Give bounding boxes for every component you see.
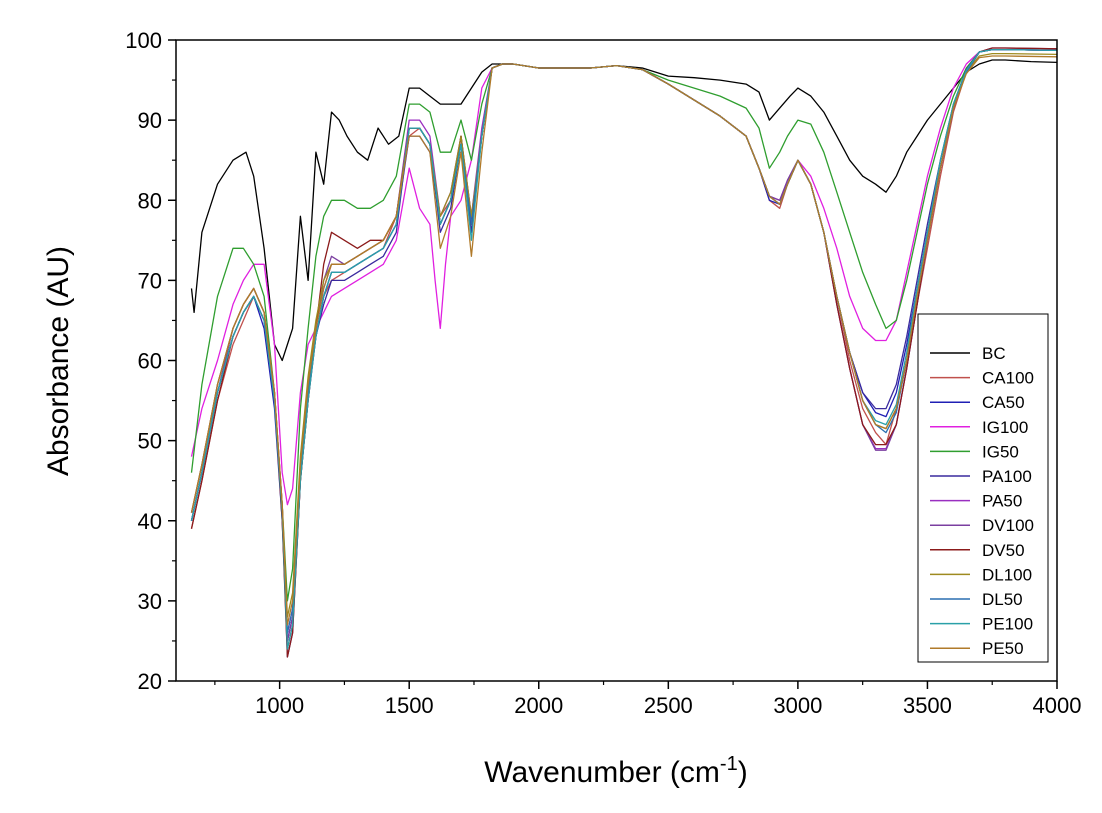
x-tick-label: 2000 [514, 693, 563, 718]
x-axis-title-close: ) [738, 756, 748, 789]
series-layer [190, 47, 1057, 658]
x-tick-label: 3500 [903, 693, 952, 718]
x-axis-title-superscript: -1 [720, 753, 738, 775]
legend-label-pa100: PA100 [982, 467, 1032, 486]
x-axis-title-main: Wavenumber (cm [484, 756, 720, 789]
x-tick-label: 1000 [255, 693, 304, 718]
x-tick-label: 4000 [1033, 693, 1082, 718]
y-tick-label: 30 [138, 589, 162, 614]
legend-label-bc: BC [982, 344, 1006, 363]
legend-label-pa50: PA50 [982, 492, 1022, 511]
y-tick-label: 20 [138, 669, 162, 694]
y-tick-label: 60 [138, 349, 162, 374]
x-axis: 1000 1500 2000 2500 3000 3500 4000 [214, 681, 1082, 718]
x-tick-label: 1500 [385, 693, 434, 718]
x-axis-title: Wavenumber (cm-1) [484, 753, 747, 789]
legend-label-ca50: CA50 [982, 393, 1025, 412]
y-tick-label: 70 [138, 268, 162, 293]
y-tick-label: 40 [138, 509, 162, 534]
x-tick-label: 2500 [644, 693, 693, 718]
series-line-pe50 [190, 55, 1057, 626]
y-axis-title: Absorbance (AU) [42, 246, 75, 476]
y-tick-label: 80 [138, 188, 162, 213]
legend-label-ca100: CA100 [982, 369, 1034, 388]
y-tick-label: 50 [138, 429, 162, 454]
legend-label-pe50: PE50 [982, 639, 1024, 658]
legend: BC CA100 CA50 IG100 IG50 PA100 PA50 DV100 DV50 DL… [917, 313, 1049, 663]
legend-label-ig50: IG50 [982, 442, 1019, 461]
legend-label-dl50: DL50 [982, 590, 1023, 609]
y-axis: 20 30 40 50 60 70 80 90 100 [125, 28, 176, 694]
legend-label-ig100: IG100 [982, 418, 1028, 437]
legend-label-dv100: DV100 [982, 516, 1034, 535]
y-tick-label: 90 [138, 108, 162, 133]
y-tick-label: 100 [125, 28, 162, 53]
legend-box [917, 313, 1049, 663]
legend-label-dv50: DV50 [982, 541, 1025, 560]
x-tick-label: 3000 [773, 693, 822, 718]
legend-label-pe100: PE100 [982, 615, 1033, 634]
legend-label-dl100: DL100 [982, 565, 1032, 584]
